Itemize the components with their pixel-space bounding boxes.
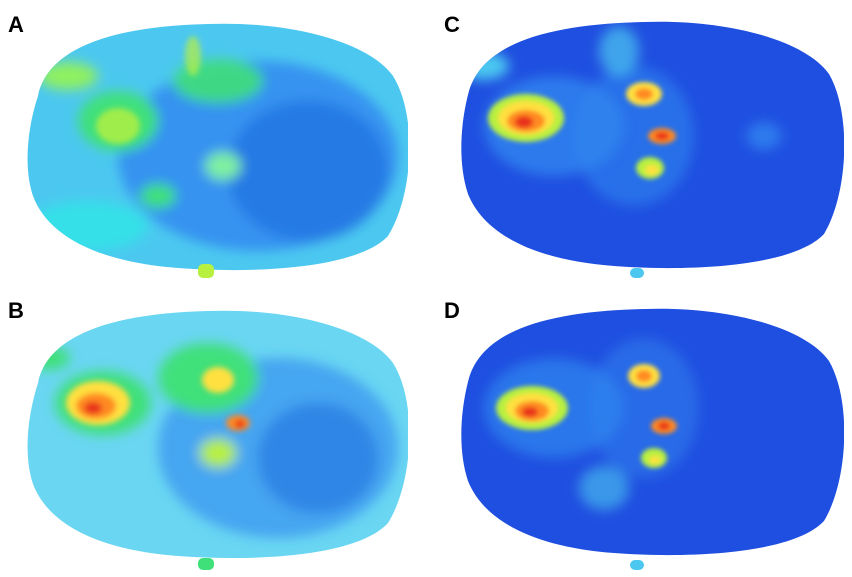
panel-label-b: B — [8, 298, 24, 323]
panel-c: C — [444, 6, 844, 278]
stem-b — [198, 558, 214, 570]
heatmap-image-d — [461, 308, 844, 570]
panel-label-d: D — [444, 298, 460, 323]
heatmap-image-c — [461, 21, 844, 278]
panel-b: B — [8, 298, 408, 570]
heatmap-image-a — [27, 23, 408, 278]
heatmap-image-b — [27, 310, 408, 570]
stem-c — [630, 268, 644, 278]
stem-a — [198, 264, 214, 278]
panel-label-a: A — [8, 12, 24, 37]
panel-a: A — [8, 6, 408, 278]
panel-label-c: C — [444, 12, 460, 37]
panel-d: D — [444, 298, 844, 570]
stem-d — [630, 560, 644, 570]
